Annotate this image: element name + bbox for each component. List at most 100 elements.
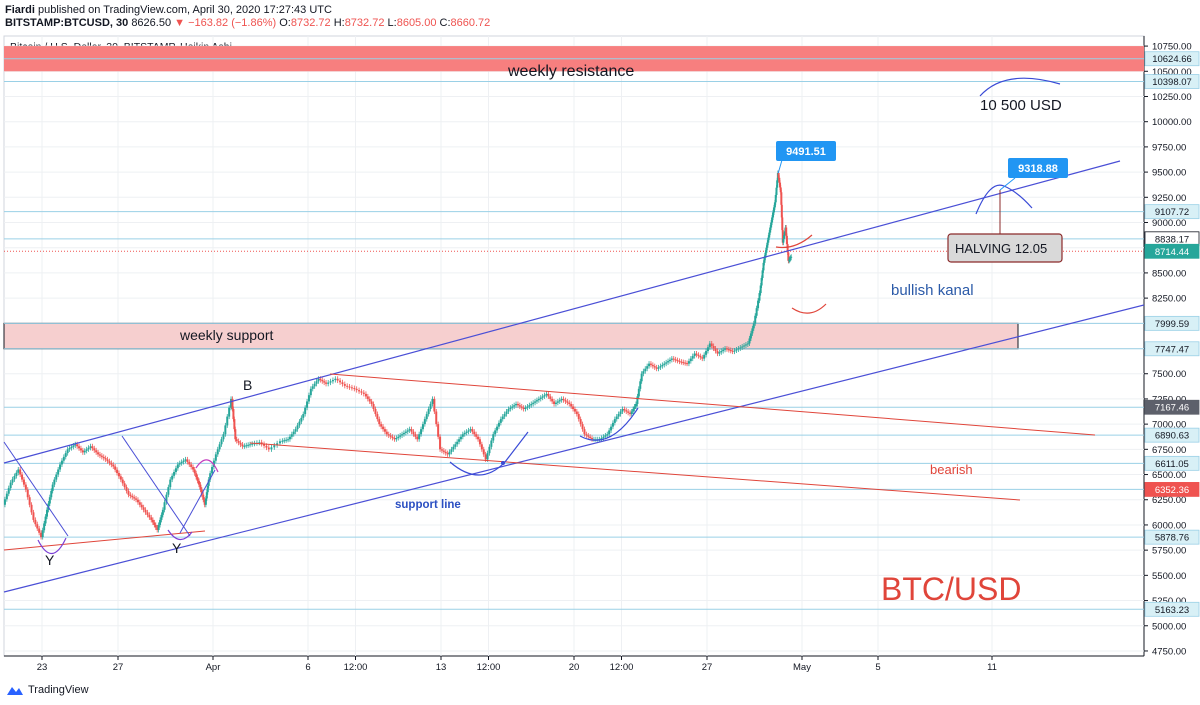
candle-body (28, 497, 31, 505)
candle-body (488, 446, 491, 454)
bearish-upper-line[interactable] (329, 373, 1096, 436)
candle-body (237, 441, 240, 443)
candle-body (608, 430, 611, 435)
candle-body (554, 402, 557, 404)
channel-lower-line[interactable] (3, 304, 1145, 593)
candle-body (667, 361, 670, 363)
candle-body (530, 403, 533, 406)
x-tick-label: 27 (113, 662, 124, 673)
candle-body (513, 405, 516, 407)
candle-body (327, 382, 330, 384)
candle-body (687, 361, 690, 364)
candle-body (693, 353, 696, 357)
candle-body (382, 426, 385, 430)
brand-footer[interactable]: TradingView (6, 684, 89, 696)
downtrend-line-1[interactable] (3, 441, 69, 537)
x-tick-label: 20 (569, 662, 580, 673)
target-label: 10 500 USD (980, 97, 1062, 114)
candle-body (222, 434, 225, 440)
candle-body (670, 358, 673, 360)
candle-body (725, 348, 728, 350)
candle-body (212, 460, 215, 467)
candle-body (783, 235, 786, 239)
candle-body (193, 469, 196, 474)
candle-body (140, 504, 143, 508)
candle-body (380, 424, 383, 427)
candle-body (627, 411, 630, 413)
candle-body (754, 315, 757, 324)
weekly-support-label: weekly support (179, 327, 273, 343)
candle-body (207, 479, 210, 486)
candle-body (230, 398, 233, 408)
candle-body (370, 401, 373, 404)
price-line-label: 6352.36 (1155, 485, 1189, 496)
candle-body (665, 362, 668, 364)
candle-body (108, 461, 111, 463)
price-line-label-box (1144, 51, 1200, 67)
candle-body (773, 202, 776, 208)
y-tick-label: 7000.00 (1152, 420, 1186, 431)
candle-body (781, 230, 784, 243)
candle-body (150, 517, 153, 520)
candle-body (304, 407, 307, 415)
candle-body (712, 346, 715, 349)
candle-body (144, 509, 147, 513)
candle-body (169, 479, 172, 488)
candle-body (216, 449, 219, 455)
candle-body (564, 400, 567, 402)
price-line-label-box (1144, 427, 1200, 443)
open-value: 8732.72 (290, 17, 331, 29)
candle-body (492, 434, 495, 441)
arc-y2 (167, 529, 193, 541)
bull-flag-line[interactable] (179, 469, 216, 534)
candle-body (202, 494, 205, 500)
candle-body (372, 403, 375, 410)
candle-body (165, 494, 168, 503)
candle-body (577, 414, 580, 420)
candle-body (30, 504, 33, 513)
candle-body (34, 519, 37, 525)
candle-body (780, 204, 783, 218)
halving-box[interactable] (947, 233, 1063, 263)
candle-body (100, 455, 103, 457)
candle-body (697, 354, 700, 357)
candle-body (331, 380, 334, 382)
candle-body (300, 417, 303, 422)
candle-body (283, 440, 286, 442)
candle-body (610, 426, 613, 431)
candle-body (239, 442, 242, 445)
candle-body (245, 445, 248, 447)
candle-body (478, 439, 481, 445)
channel-upper-line[interactable] (3, 160, 1121, 464)
y-tick-label: 5250.00 (1152, 596, 1186, 607)
candle-body (505, 411, 508, 415)
x-tick-label: 23 (37, 662, 48, 673)
y-tick-label: 6000.00 (1152, 520, 1186, 531)
callout-box-high[interactable] (776, 141, 836, 161)
arc-support-1 (449, 431, 529, 476)
y-tick-label: 8500.00 (1152, 268, 1186, 279)
candle-body (497, 422, 500, 427)
candle-body (439, 436, 442, 450)
candle-body (790, 256, 793, 258)
downtrend-line-2[interactable] (121, 435, 191, 537)
candle-body (465, 431, 468, 433)
candle-body (764, 252, 767, 258)
callout-pointer (777, 159, 783, 174)
weekly-support-zone[interactable] (3, 322, 1019, 350)
candle-body (789, 257, 792, 259)
candle-body (532, 402, 535, 404)
candle-body (640, 373, 643, 382)
candle-body (156, 527, 159, 530)
y-tick-label: 9000.00 (1152, 218, 1186, 229)
arc-top-1 (195, 459, 219, 473)
candle-body (748, 338, 751, 344)
bearish-lower-line[interactable] (249, 442, 1021, 501)
y-tick-label: 10500.00 (1152, 67, 1192, 78)
candle-body (180, 461, 183, 464)
candle-body (714, 348, 717, 352)
callout-box-halving[interactable] (1008, 158, 1068, 178)
candle-body (146, 512, 149, 515)
candle-body (148, 514, 151, 518)
